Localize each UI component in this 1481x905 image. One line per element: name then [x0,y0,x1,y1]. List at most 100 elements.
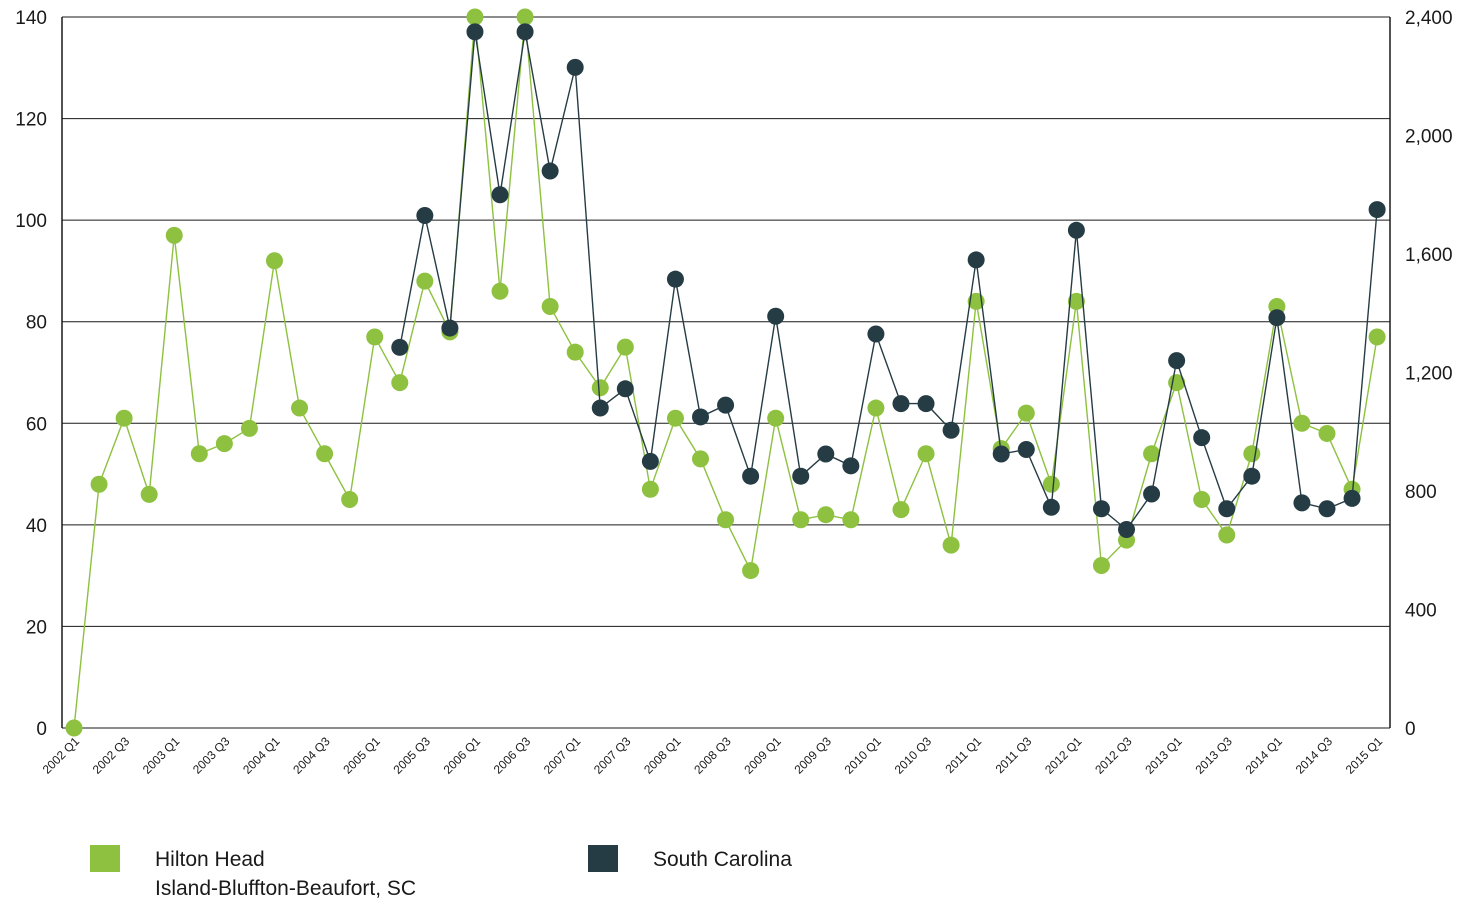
x-tick-label: 2004 Q3 [290,734,333,777]
left-tick-label: 20 [26,617,47,638]
legend-label-south-carolina: South Carolina [653,848,792,871]
data-point [1168,352,1186,370]
x-tick-label: 2011 Q3 [993,734,1035,776]
data-point [1042,498,1060,516]
data-point [1017,441,1035,459]
data-point [1067,221,1085,239]
x-tick-label: 2009 Q1 [741,734,784,777]
data-point [767,409,785,427]
legend-item-hilton-head: Hilton Head Island-Bluffton-Beaufort, SC [90,845,475,903]
gridlines [62,16,1390,729]
legend-label-hilton-head: Hilton Head Island-Bluffton-Beaufort, SC [155,848,417,900]
data-point [1092,500,1110,518]
data-point [90,475,108,493]
data-point [917,395,935,413]
data-point [867,399,885,417]
data-point [1293,414,1311,432]
data-point [616,380,634,398]
series-0 [65,8,1386,737]
left-tick-label: 80 [26,313,47,334]
data-point [917,445,935,463]
x-tick-label: 2008 Q3 [691,734,734,777]
data-point [717,396,735,414]
data-point [742,467,760,485]
data-point [842,457,860,475]
data-point [692,408,709,426]
data-point [491,186,509,204]
data-point [491,282,509,300]
right-tick-label: 1,600 [1405,245,1453,266]
data-point [215,435,233,453]
data-point [291,399,309,417]
x-tick-label: 2003 Q1 [140,734,183,777]
data-point [1193,429,1211,447]
data-point [1118,521,1136,539]
data-point [616,338,634,356]
legend-item-south-carolina: South Carolina [588,845,973,874]
data-point [1318,500,1336,518]
data-point [867,325,885,343]
data-point [1067,292,1085,310]
data-point [767,307,785,325]
data-point [190,445,208,463]
series-line [73,16,1378,729]
right-tick-label: 1,200 [1405,364,1453,385]
data-point [265,252,283,270]
data-point [391,374,409,392]
x-tick-label: 2006 Q1 [441,734,484,777]
data-point [1368,201,1386,219]
data-point [1218,500,1236,518]
data-point [666,409,684,427]
data-point [516,8,534,26]
x-tick-label: 2015 Q1 [1343,734,1386,777]
series-line [399,31,1378,531]
data-point [591,379,609,397]
left-tick-label: 120 [15,110,47,131]
data-point [1368,328,1386,346]
data-point [391,338,409,356]
x-tick-label: 2005 Q3 [391,734,434,777]
x-tick-label: 2004 Q1 [240,734,283,777]
data-point [942,421,960,439]
data-point [516,23,534,41]
right-tick-label: 400 [1405,601,1437,622]
data-point [967,251,985,269]
data-point [441,319,459,337]
x-tick-label: 2013 Q1 [1142,734,1185,777]
series-layer [65,8,1386,737]
legend-swatch-south-carolina [588,845,618,872]
left-tick-label: 140 [15,8,47,29]
axes [61,17,1391,728]
data-point [1017,404,1035,422]
data-point [466,8,484,26]
left-tick-label: 100 [15,211,47,232]
data-point [65,719,83,737]
left-tick-label: 40 [26,516,47,537]
data-point [416,272,434,290]
data-point [115,409,133,427]
data-point [842,511,860,529]
right-tick-label: 0 [1405,719,1416,740]
data-point [792,511,810,529]
data-point [541,162,559,180]
data-point [591,399,609,417]
left-axis-ticks: 0 20 40 60 80 100 120 140 [15,8,47,740]
data-point [1143,445,1161,463]
x-tick-label: 2011 Q1 [942,734,984,776]
x-tick-label: 2002 Q3 [90,734,133,777]
left-tick-label: 60 [26,414,47,435]
data-point [892,501,910,519]
data-point [892,395,910,413]
x-axis-ticks: 2002 Q1 2002 Q3 2003 Q1 2003 Q3 2004 Q1 2004 … [40,734,1386,777]
x-tick-label: 2007 Q3 [591,734,634,777]
x-tick-label: 2009 Q3 [791,734,834,777]
data-point [1293,494,1311,512]
data-point [1343,489,1361,507]
data-point [792,467,810,485]
x-tick-label: 2008 Q1 [641,734,684,777]
data-point [742,562,760,580]
right-tick-label: 2,000 [1405,127,1453,148]
data-point [817,445,835,463]
x-tick-label: 2014 Q1 [1243,734,1286,777]
data-point [1193,490,1211,508]
